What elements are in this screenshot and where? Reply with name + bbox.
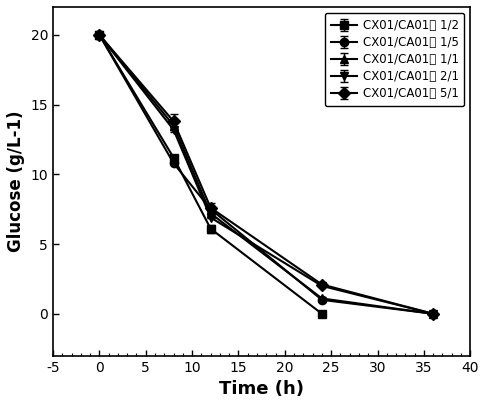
Y-axis label: Glucose (g/L-1): Glucose (g/L-1)	[7, 111, 25, 252]
X-axis label: Time (h): Time (h)	[219, 380, 304, 398]
Legend: CX01/CA01： 1/2, CX01/CA01： 1/5, CX01/CA01： 1/1, CX01/CA01： 2/1, CX01/CA01： 5/1: CX01/CA01： 1/2, CX01/CA01： 1/5, CX01/CA0…	[325, 13, 465, 106]
